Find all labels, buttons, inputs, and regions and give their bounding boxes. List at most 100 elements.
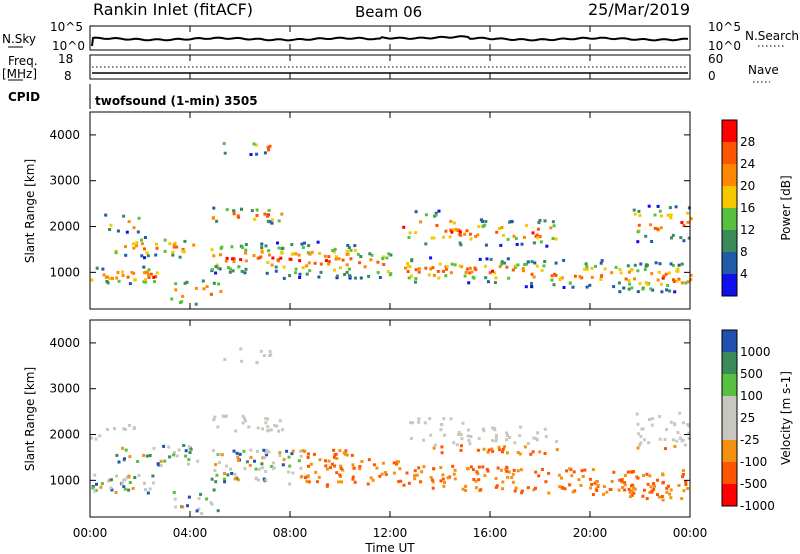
echo-cell	[252, 142, 256, 146]
echo-cell	[381, 461, 385, 465]
echo-cell	[532, 275, 536, 279]
echo-cell	[333, 247, 337, 251]
ytick-label: 3000	[49, 382, 80, 396]
echo-cell	[369, 476, 373, 480]
echo-cell	[339, 266, 342, 270]
echo-cell	[212, 488, 216, 492]
echo-cell	[677, 277, 681, 281]
nsky-tick-top: 10^5	[50, 20, 83, 34]
echo-cell	[257, 467, 261, 471]
echo-cell	[210, 248, 214, 252]
echo-cell	[236, 214, 240, 218]
echo-cell	[376, 260, 380, 264]
echo-cell	[349, 257, 353, 261]
velocity-colorbar-ticks: 1000 500 100 25 -25 -100 -500 -1000	[740, 345, 775, 513]
echo-cell	[488, 271, 492, 275]
echo-cell	[555, 440, 559, 444]
echo-cell	[231, 269, 235, 273]
echo-cell	[301, 246, 305, 249]
echo-cell	[404, 266, 408, 270]
echo-cell	[392, 471, 396, 475]
echo-cell	[677, 484, 681, 487]
nave-tick-bottom: 0	[708, 69, 716, 83]
echo-cell	[650, 423, 654, 427]
echo-cell	[536, 431, 540, 435]
nave-tick-top: 60	[708, 52, 723, 66]
echo-cell	[680, 262, 684, 266]
echo-cell	[545, 244, 549, 248]
echo-cell	[319, 262, 323, 266]
colorbar-swatch	[722, 374, 737, 397]
echo-cell	[531, 450, 535, 454]
echo-cell	[335, 274, 339, 278]
echo-cell	[591, 468, 595, 472]
echo-cell	[341, 468, 345, 472]
echo-cell	[230, 472, 234, 475]
echo-cell	[184, 449, 188, 453]
echo-cell	[256, 256, 260, 260]
echo-cell	[106, 281, 110, 285]
echo-cell	[280, 212, 284, 216]
ytick-label: 2000	[49, 220, 80, 234]
echo-cell	[505, 431, 509, 435]
echo-cell	[135, 244, 138, 248]
echo-cell	[505, 465, 509, 469]
echo-cell	[219, 290, 223, 293]
echo-cell	[521, 267, 525, 271]
echo-cell	[218, 452, 222, 456]
echo-cell	[562, 286, 566, 289]
echo-cell	[399, 479, 403, 483]
echo-cell	[432, 273, 436, 277]
echo-cell	[353, 248, 357, 252]
echo-cell	[459, 243, 463, 247]
echo-cell	[434, 213, 438, 217]
echo-cell	[538, 450, 542, 454]
echo-cell	[239, 207, 243, 211]
echo-cell	[638, 213, 642, 217]
echo-cell	[263, 151, 267, 155]
colorbar-swatch	[722, 484, 737, 507]
echo-cell	[236, 455, 240, 459]
echo-cell	[333, 268, 336, 272]
echo-cell	[677, 263, 681, 267]
echo-cell	[248, 463, 252, 467]
echo-cell	[570, 474, 574, 478]
echo-cell	[628, 282, 632, 286]
echo-cell	[563, 487, 567, 491]
echo-cell	[530, 285, 534, 289]
colorbar-swatch	[722, 186, 737, 209]
velocity-colorbar-swatches	[722, 330, 737, 507]
echo-cell	[453, 477, 457, 481]
echo-cell	[497, 445, 501, 449]
echo-cell	[194, 286, 198, 290]
echo-cell	[636, 290, 640, 294]
echo-cell	[95, 482, 98, 486]
echo-cell	[525, 262, 529, 266]
echo-cell	[143, 271, 147, 275]
echo-cell	[243, 467, 247, 471]
freq-unit-label: [MHz]	[2, 67, 37, 81]
echo-cell	[240, 269, 244, 273]
echo-cell	[585, 265, 589, 269]
echo-cell	[367, 274, 371, 278]
ytick-label: 4000	[49, 128, 80, 142]
echo-cell	[661, 481, 665, 485]
echo-cell	[128, 282, 132, 286]
echo-cell	[535, 264, 539, 268]
echo-cell	[464, 484, 468, 488]
echo-cell	[479, 218, 483, 222]
echo-cell	[673, 290, 677, 294]
echo-cell	[262, 477, 266, 481]
echo-cell	[669, 420, 673, 424]
echo-cell	[643, 438, 646, 442]
echo-cell	[276, 241, 279, 245]
echo-cell	[449, 417, 453, 421]
echo-cell	[213, 415, 217, 419]
echo-cell	[350, 453, 354, 457]
echo-cell	[494, 276, 498, 280]
echo-cell	[358, 467, 362, 471]
echo-cell	[637, 209, 641, 213]
echo-cell	[306, 474, 310, 478]
echo-cell	[466, 467, 470, 471]
echo-cell	[233, 472, 237, 476]
